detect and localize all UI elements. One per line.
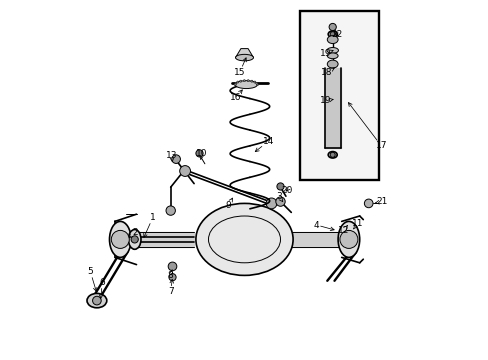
- Ellipse shape: [327, 31, 337, 37]
- Text: 12: 12: [337, 226, 348, 235]
- Circle shape: [253, 81, 255, 83]
- Ellipse shape: [109, 221, 131, 257]
- Text: 19: 19: [319, 49, 332, 58]
- Circle shape: [171, 155, 180, 163]
- Text: 19: 19: [319, 96, 332, 105]
- Circle shape: [196, 150, 203, 157]
- Circle shape: [131, 236, 138, 243]
- Ellipse shape: [326, 60, 337, 68]
- Circle shape: [111, 230, 129, 248]
- Text: 8: 8: [167, 270, 173, 280]
- Ellipse shape: [327, 152, 337, 158]
- Circle shape: [364, 199, 372, 208]
- Ellipse shape: [326, 36, 337, 44]
- Text: 21: 21: [374, 197, 387, 206]
- Circle shape: [329, 152, 335, 157]
- Circle shape: [166, 206, 175, 215]
- Circle shape: [179, 166, 190, 176]
- Ellipse shape: [128, 230, 141, 249]
- Text: 3: 3: [275, 192, 282, 202]
- Text: 20: 20: [281, 186, 292, 195]
- Ellipse shape: [235, 54, 253, 61]
- Text: 1: 1: [143, 213, 155, 237]
- Text: 17: 17: [348, 103, 386, 150]
- Text: 18: 18: [320, 68, 334, 77]
- Circle shape: [234, 82, 236, 84]
- Text: 14: 14: [255, 137, 274, 152]
- Circle shape: [275, 197, 285, 206]
- Circle shape: [250, 80, 252, 82]
- Polygon shape: [235, 49, 253, 58]
- Text: 22: 22: [331, 30, 342, 39]
- Circle shape: [239, 80, 241, 82]
- Circle shape: [92, 296, 101, 305]
- Ellipse shape: [337, 221, 359, 257]
- Text: 10: 10: [196, 149, 207, 159]
- Text: 13: 13: [166, 151, 177, 162]
- Ellipse shape: [87, 293, 106, 308]
- Circle shape: [339, 230, 357, 248]
- Circle shape: [246, 80, 249, 82]
- Circle shape: [276, 183, 284, 190]
- Circle shape: [236, 81, 238, 83]
- Text: 2: 2: [129, 228, 137, 238]
- Circle shape: [255, 82, 257, 84]
- Circle shape: [234, 84, 236, 86]
- Circle shape: [168, 274, 176, 281]
- Circle shape: [329, 32, 335, 37]
- Ellipse shape: [326, 53, 337, 59]
- Text: 11: 11: [351, 219, 363, 229]
- Circle shape: [243, 80, 245, 82]
- Ellipse shape: [235, 81, 257, 89]
- Text: 16: 16: [229, 90, 242, 103]
- Circle shape: [168, 262, 177, 271]
- Text: 6: 6: [99, 278, 105, 298]
- Circle shape: [328, 23, 336, 31]
- Bar: [300, 11, 379, 180]
- Text: 4: 4: [313, 220, 333, 231]
- Circle shape: [256, 84, 258, 86]
- Text: 15: 15: [234, 58, 246, 77]
- Text: 5: 5: [87, 267, 97, 291]
- Ellipse shape: [196, 203, 292, 275]
- Text: 7: 7: [167, 279, 173, 296]
- Ellipse shape: [326, 48, 338, 53]
- Circle shape: [265, 198, 276, 209]
- Text: 9: 9: [225, 198, 232, 210]
